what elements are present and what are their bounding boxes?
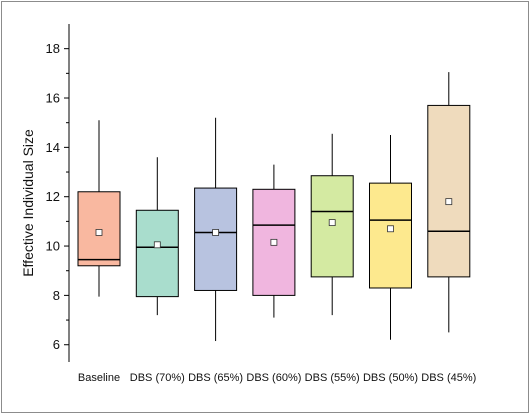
x-tick-labels: Baseline DBS (70%) DBS (65%) DBS (60%) DBS (… <box>78 372 476 384</box>
box-3 <box>194 117 238 342</box>
x-tick-label: DBS (65%) <box>188 372 243 384</box>
box-5 <box>310 133 354 316</box>
x-tick-label: DBS (70%) <box>130 372 185 384</box>
x-tick-label: DBS (50%) <box>363 372 418 384</box>
iqr-box <box>310 175 354 278</box>
iqr-box <box>369 182 412 289</box>
mean-marker <box>328 219 336 227</box>
x-tick-label: DBS (60%) <box>246 372 301 384</box>
mean-marker <box>270 238 278 246</box>
y-tick-label: 14 <box>46 140 60 155</box>
box-4 <box>252 164 296 318</box>
box-7 <box>427 72 471 333</box>
box-6 <box>369 135 412 340</box>
y-tick-label: 10 <box>46 239 60 254</box>
iqr-box <box>77 191 121 267</box>
x-tick-label: DBS (55%) <box>305 372 360 384</box>
mean-marker <box>95 229 103 236</box>
mean-marker <box>387 225 394 233</box>
iqr-box <box>135 209 179 298</box>
mean-marker <box>212 229 220 236</box>
y-tick-label: 8 <box>53 288 60 303</box>
x-tick-label: Baseline <box>78 372 120 384</box>
y-tick-label: 16 <box>46 91 60 106</box>
y-axis-title: Effective Individual Size <box>20 129 36 277</box>
y-ticks: 6 8 10 12 14 16 18 <box>46 41 69 352</box>
y-tick-label: 6 <box>53 337 60 352</box>
mean-marker <box>445 198 453 206</box>
mean-marker <box>153 241 161 249</box>
box-2 <box>135 157 179 316</box>
y-tick-label: 18 <box>46 41 60 56</box>
iqr-box <box>194 187 238 291</box>
boxes <box>77 72 471 342</box>
x-tick-label: DBS (45%) <box>421 372 476 384</box>
iqr-box <box>427 104 471 278</box>
y-tick-label: 12 <box>46 189 60 204</box>
box-1 <box>77 120 121 297</box>
